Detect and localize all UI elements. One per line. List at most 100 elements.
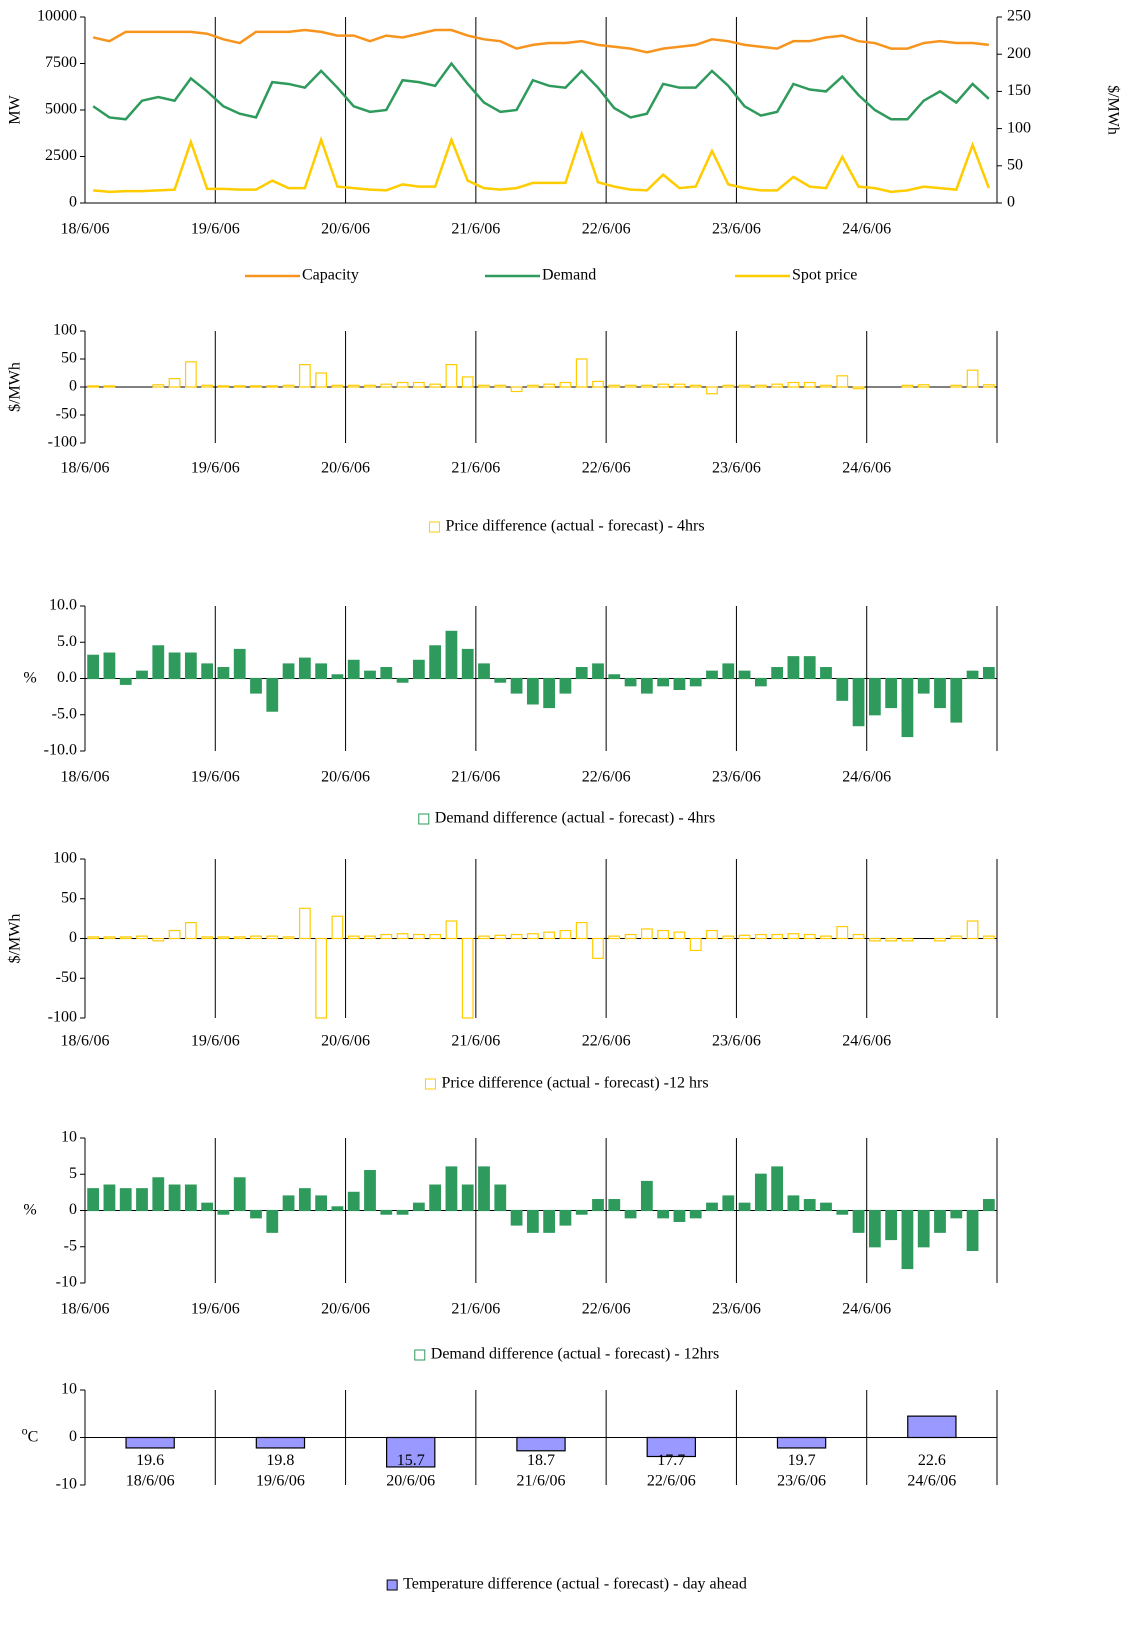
y-axis-title: %	[23, 1201, 36, 1218]
bar	[125, 1436, 175, 1449]
bar	[445, 630, 458, 680]
bar	[201, 1202, 214, 1212]
y-tick-label: -100	[48, 1009, 77, 1026]
bar	[787, 933, 800, 940]
legend-label: Capacity	[302, 267, 359, 284]
bar	[347, 1191, 360, 1212]
y-tick-label: -50	[56, 969, 77, 986]
bar	[445, 364, 458, 388]
bar	[934, 677, 946, 709]
bar	[640, 384, 653, 388]
temperature-label: 19.7	[788, 1452, 816, 1469]
bar	[331, 674, 344, 680]
x-tick-label: 20/6/06	[321, 221, 370, 238]
bar	[331, 915, 344, 940]
bar	[754, 384, 767, 388]
bar	[950, 1209, 963, 1219]
x-tick-label: 18/6/06	[61, 1301, 110, 1318]
bar	[152, 384, 165, 388]
bar	[575, 667, 588, 680]
bar	[706, 670, 718, 680]
y-tick-label: -5	[64, 1237, 77, 1254]
bar	[429, 383, 442, 388]
bar	[803, 1199, 816, 1212]
bar	[771, 383, 784, 388]
bar	[136, 935, 148, 940]
y-tick-label: 2500	[45, 147, 77, 164]
temperature-label: 17.7	[657, 1452, 685, 1469]
x-tick-label: 20/6/06	[321, 1033, 370, 1050]
bar	[412, 1202, 425, 1212]
bar	[445, 1166, 458, 1212]
bar	[445, 920, 458, 940]
bar	[592, 380, 604, 388]
bar	[885, 1209, 898, 1241]
bar	[689, 677, 702, 687]
bar	[103, 1184, 116, 1212]
y-tick-label: 0.0	[57, 669, 77, 686]
y-tick-label: 0	[69, 194, 77, 211]
bar	[233, 1177, 246, 1212]
bar	[136, 1188, 148, 1212]
x-tick-label: 23/6/06	[777, 1473, 826, 1490]
bar	[852, 1209, 865, 1233]
bar	[575, 1209, 588, 1215]
y-tick-label: 10.0	[49, 597, 77, 614]
bar	[250, 677, 262, 694]
bar	[624, 384, 637, 388]
bar	[298, 364, 311, 388]
legend-label: Demand	[542, 267, 596, 284]
bar	[526, 677, 539, 705]
bar	[559, 1209, 572, 1226]
bar	[803, 656, 816, 680]
temperature-label: 18.7	[527, 1452, 555, 1469]
bar	[592, 663, 604, 680]
x-tick-label: 24/6/06	[842, 221, 891, 238]
legend-label: Spot price	[792, 267, 857, 284]
bar	[233, 936, 246, 940]
bar	[461, 376, 474, 388]
bar	[478, 384, 490, 388]
x-tick-label: 21/6/06	[451, 769, 500, 786]
bar	[136, 670, 148, 680]
y2-tick-label: 50	[1007, 156, 1023, 173]
bar	[87, 936, 100, 940]
bar	[396, 677, 409, 683]
x-tick-label: 23/6/06	[712, 460, 761, 477]
y-tick-label: 5000	[45, 101, 77, 118]
bar	[624, 933, 637, 940]
series-line	[92, 28, 989, 54]
bar	[608, 384, 621, 388]
bar	[168, 652, 181, 680]
bar	[168, 1184, 181, 1212]
bar	[640, 1180, 653, 1212]
y-tick-label: -50	[56, 406, 77, 423]
y2-axis-title: $/MWh	[1104, 85, 1121, 135]
bar	[315, 663, 328, 680]
y2-tick-label: 0	[1007, 194, 1015, 211]
x-tick-label: 22/6/06	[647, 1473, 696, 1490]
bar	[592, 1199, 604, 1212]
bar	[950, 935, 963, 940]
bar	[103, 652, 116, 680]
legend-swatch	[418, 813, 430, 825]
bar	[901, 1209, 914, 1270]
bar	[217, 936, 230, 940]
bar	[87, 385, 100, 388]
bar	[217, 667, 230, 680]
x-tick-label: 22/6/06	[582, 460, 631, 477]
bar	[934, 1209, 946, 1233]
bar	[982, 935, 995, 940]
series-line	[92, 61, 990, 121]
y2-tick-label: 100	[1007, 119, 1031, 136]
x-tick-label: 19/6/06	[191, 769, 240, 786]
bar	[494, 1184, 507, 1212]
bar	[803, 381, 816, 388]
bar	[364, 670, 376, 680]
x-tick-label: 24/6/06	[842, 460, 891, 477]
bar	[640, 928, 653, 940]
bar	[852, 386, 865, 390]
bar	[836, 677, 849, 701]
bar	[298, 657, 311, 680]
